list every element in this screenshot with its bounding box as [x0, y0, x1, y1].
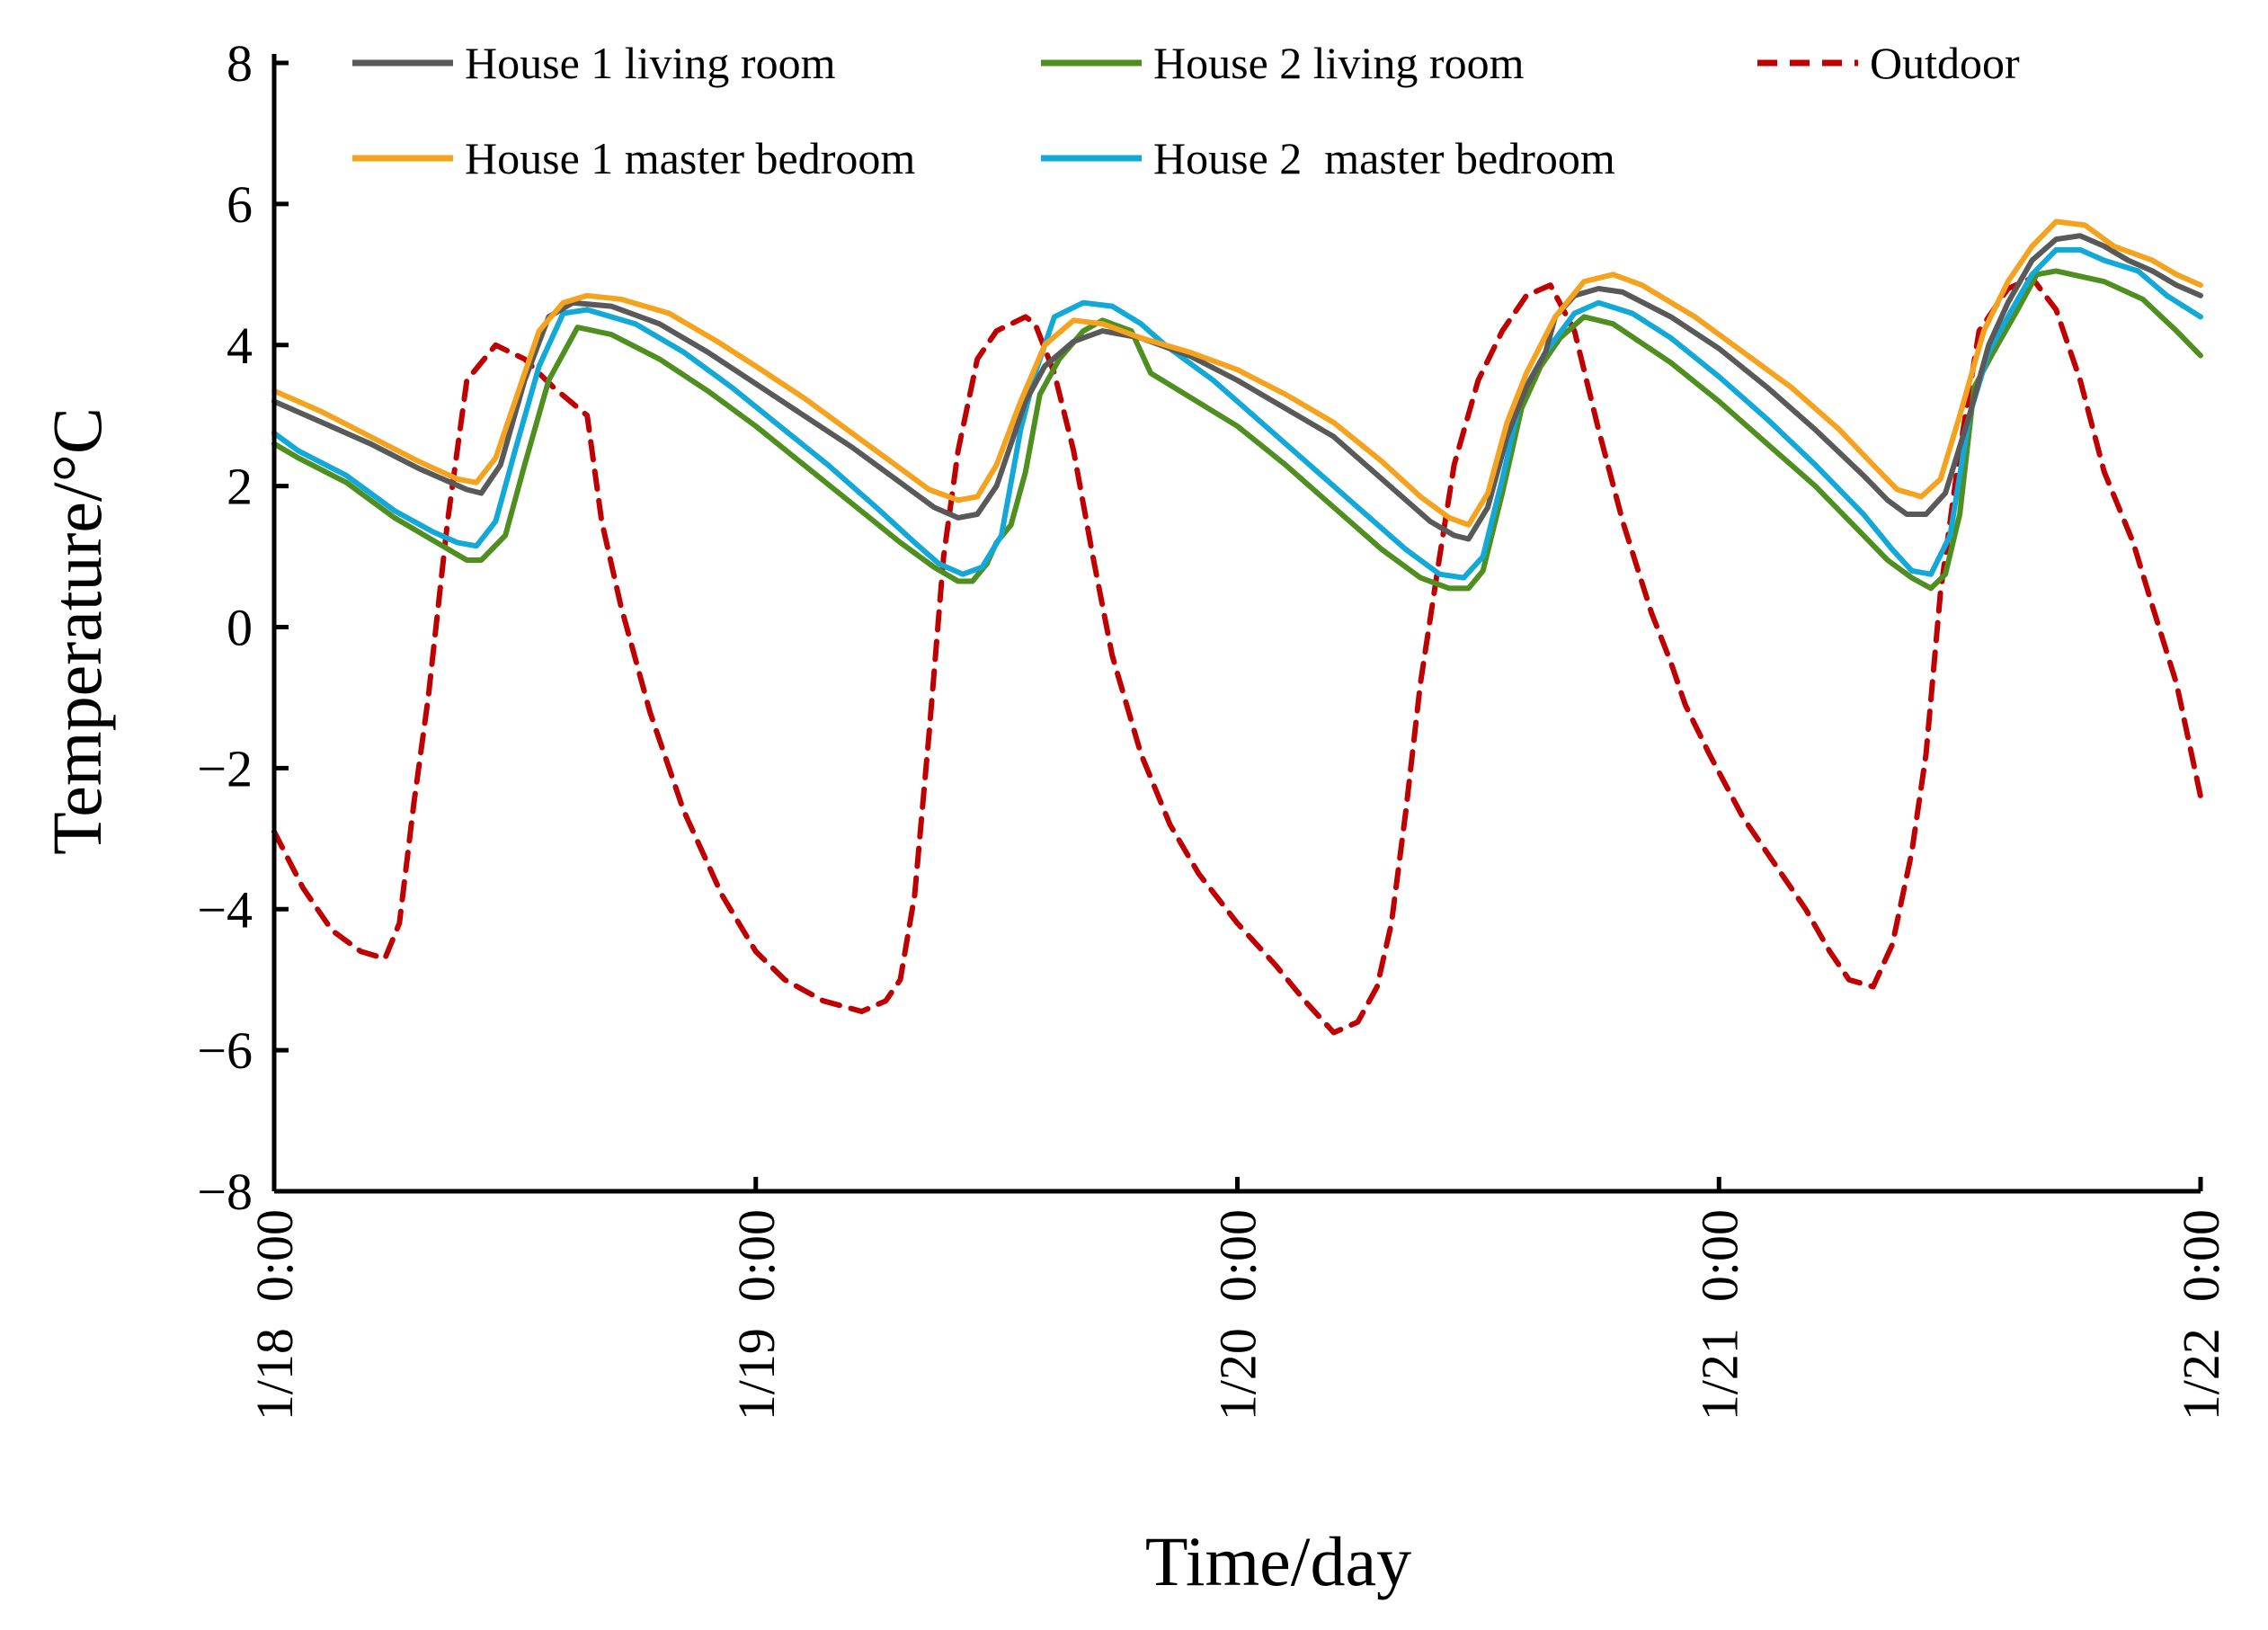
legend-label: House 1 master bedroom: [465, 133, 915, 183]
legend-item: Outdoor: [1757, 38, 2020, 88]
legend-label: House 1 living room: [465, 38, 836, 88]
series-line-house-2-master-bedroom: [271, 246, 2203, 581]
y-tick-label: 2: [227, 458, 253, 516]
legend-label: Outdoor: [1870, 38, 2020, 88]
legend-label: House 2 master bedroom: [1153, 133, 1615, 183]
y-tick-label: −4: [197, 880, 253, 939]
x-axis-title: Time/day: [1145, 1522, 1411, 1600]
legend-item: House 1 living room: [352, 38, 836, 88]
x-tick-label: 1/18 0:00: [245, 1209, 304, 1421]
y-tick-label: −8: [197, 1162, 253, 1221]
y-tick-label: 0: [227, 599, 253, 657]
x-tick-label: 1/19 0:00: [727, 1209, 786, 1421]
x-tick-label: 1/20 0:00: [1209, 1209, 1267, 1421]
y-tick-label: 4: [227, 316, 253, 375]
legend-item: House 2 master bedroom: [1041, 133, 1615, 183]
x-tick-label: 1/21 0:00: [1690, 1209, 1748, 1421]
y-axis-title: Temperature/°C: [38, 407, 116, 855]
series-line-house-2-living-room: [271, 268, 2203, 592]
legend-label: House 2 living room: [1153, 38, 1525, 88]
axes: −8 −6 −4 −2 0 2 4 6 8 1/18 0:00 1/19 0:00 1/20 0:00…: [197, 34, 2230, 1421]
legend-item: House 1 master bedroom: [352, 133, 915, 183]
series-line-house-1-living-room: [271, 233, 2203, 542]
series-line-house-1-master-bedroom: [271, 218, 2203, 528]
y-tick-label: −2: [197, 739, 253, 797]
y-tick-label: 8: [227, 34, 253, 93]
legend-item: House 2 living room: [1041, 38, 1525, 88]
legend: House 1 living room House 2 living room Ou…: [352, 38, 2020, 183]
y-tick-label: 6: [227, 175, 253, 234]
series-line-outdoor: [271, 275, 2203, 1036]
plot-series: [271, 218, 2203, 1036]
y-tick-label: −6: [197, 1021, 253, 1080]
x-tick-label: 1/22 0:00: [2172, 1209, 2230, 1421]
